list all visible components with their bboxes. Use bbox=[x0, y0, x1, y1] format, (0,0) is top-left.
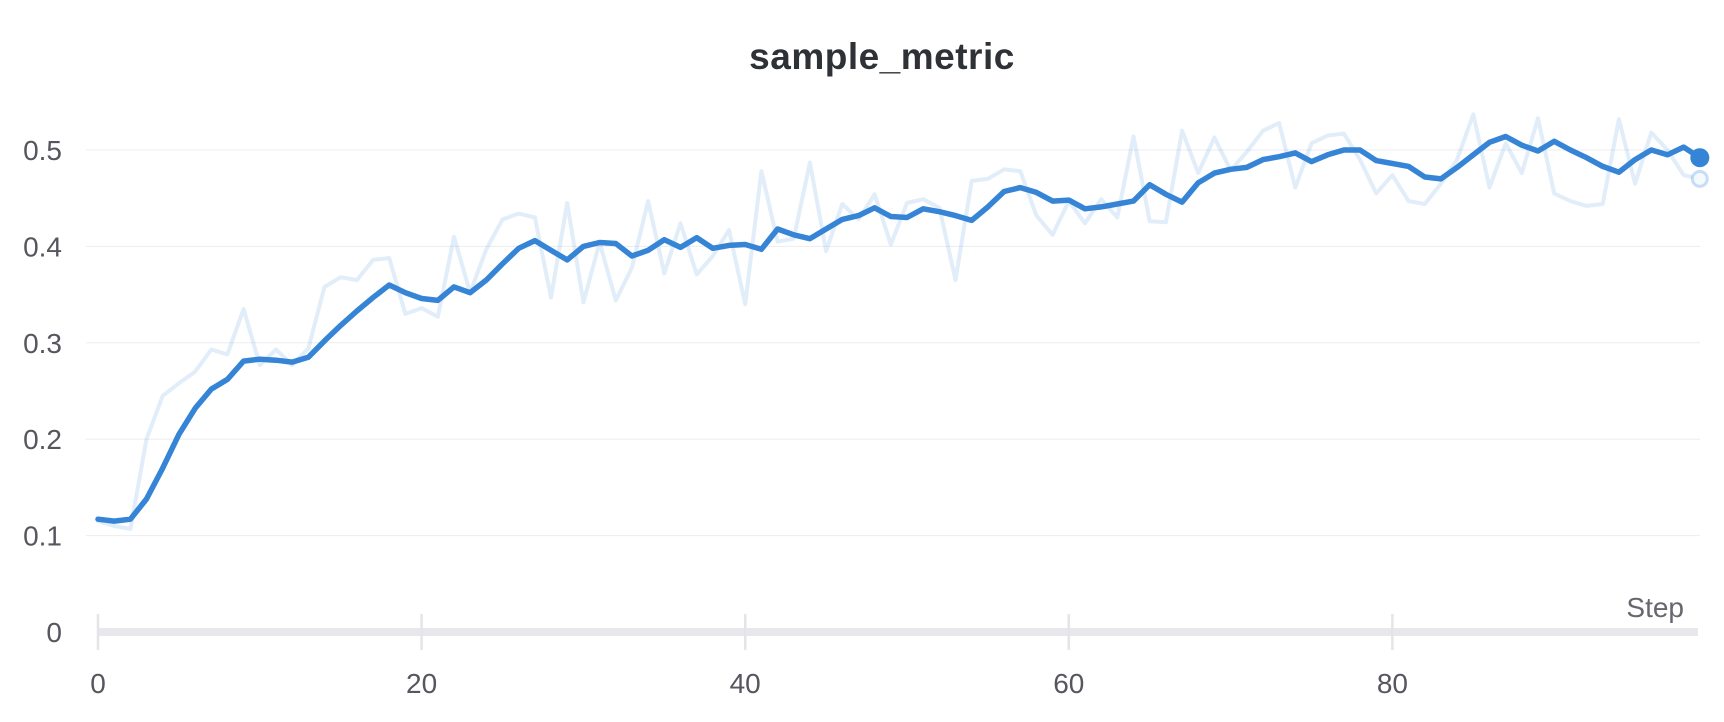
x-tick-label: 40 bbox=[730, 668, 761, 699]
y-tick-label: 0.4 bbox=[23, 231, 62, 262]
smoothed-series-line[interactable] bbox=[95, 133, 1703, 524]
raw-endpoint-marker bbox=[1690, 169, 1709, 188]
raw-series-line[interactable] bbox=[96, 112, 1702, 531]
x-axis-title: Step bbox=[1626, 592, 1684, 623]
x-tick-label: 20 bbox=[406, 668, 437, 699]
y-tick-label: 0.1 bbox=[23, 521, 62, 552]
x-tick-label: 0 bbox=[90, 668, 106, 699]
x-tick-label: 60 bbox=[1053, 668, 1084, 699]
y-tick-label: 0 bbox=[46, 617, 62, 648]
smoothed-endpoint-marker bbox=[1690, 148, 1710, 168]
y-tick-label: 0.3 bbox=[23, 328, 62, 359]
chart-title: sample_metric bbox=[749, 36, 1015, 77]
x-tick-label: 80 bbox=[1377, 668, 1408, 699]
y-tick-label: 0.5 bbox=[23, 135, 62, 166]
x-axis-bar bbox=[97, 628, 1698, 636]
y-tick-label: 0.2 bbox=[23, 424, 62, 455]
